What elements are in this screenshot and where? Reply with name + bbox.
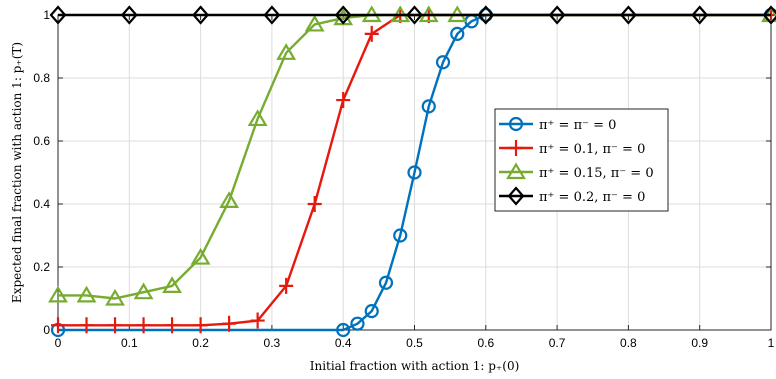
legend-item: π⁺ = 0.15, π⁻ = 0: [499, 162, 654, 181]
x-tick-label: 0.2: [192, 336, 209, 350]
data-point: [193, 317, 208, 334]
y-tick-label: 1: [43, 8, 50, 22]
series-3: [49, 5, 776, 25]
data-point: [691, 5, 709, 25]
data-point: [279, 277, 294, 294]
data-point: [378, 275, 394, 290]
data-point: [619, 5, 637, 25]
x-tick-label: 0.7: [549, 336, 566, 350]
data-point: [136, 317, 151, 334]
data-point: [307, 196, 322, 212]
legend-marker: [506, 162, 526, 180]
y-tick-label: 0.4: [33, 197, 50, 211]
y-tick-label: 0.8: [33, 71, 50, 85]
legend-label: π⁺ = 0.2, π⁻ = 0: [539, 190, 645, 205]
x-tick-label: 0.3: [264, 336, 281, 350]
data-point: [162, 276, 183, 293]
data-point: [336, 92, 351, 109]
x-axis-label: Initial fraction with action 1: p₊(0): [310, 359, 520, 373]
legend-label: π⁺ = π⁻ = 0: [539, 118, 616, 133]
data-point: [165, 317, 180, 334]
data-point: [406, 5, 423, 25]
data-point: [247, 109, 268, 127]
data-point: [334, 5, 352, 25]
data-point: [263, 5, 281, 25]
data-point: [450, 26, 465, 42]
data-point: [79, 317, 94, 334]
legend-item: π⁺ = π⁻ = 0: [499, 116, 616, 133]
data-point: [364, 25, 379, 42]
data-point: [477, 5, 495, 25]
data-point: [435, 55, 451, 70]
data-point: [336, 322, 351, 338]
data-point: [407, 165, 422, 180]
data-point: [304, 14, 325, 32]
x-tick-label: 0.6: [477, 336, 494, 350]
data-point: [222, 315, 237, 332]
data-point: [105, 288, 125, 306]
x-tick-label: 0.9: [691, 336, 708, 350]
data-point: [421, 99, 436, 114]
x-tick-label: 0.1: [121, 336, 138, 350]
axis-ticks: 0 0.1 0.2 0.3 0.4 0.5 0.6 0.7 0.8 0.9 1 0 0.2 0.4 0.6 0…: [33, 8, 774, 350]
x-tick-label: 1: [768, 336, 775, 350]
data-point: [364, 304, 379, 319]
data-point: [133, 282, 154, 300]
legend-label: π⁺ = 0.1, π⁻ = 0: [539, 142, 645, 157]
data-point: [51, 317, 65, 334]
data-point: [250, 312, 265, 329]
data-point: [219, 191, 240, 208]
x-tick-label: 0: [55, 336, 62, 350]
legend: π⁺ = π⁻ = 0 π⁺ = 0.1, π⁻ = 0 π⁺ = 0.15, π⁻…: [494, 108, 669, 212]
data-point: [276, 43, 297, 60]
y-tick-label: 0: [43, 323, 50, 337]
data-point: [120, 5, 138, 25]
y-tick-label: 0.6: [33, 134, 50, 148]
legend-marker: [508, 116, 524, 132]
y-tick-label: 0.2: [33, 260, 50, 274]
data-point: [350, 316, 365, 331]
legend-item: π⁺ = 0.2, π⁻ = 0: [499, 186, 645, 206]
data-point: [393, 228, 408, 243]
legend-marker: [507, 186, 525, 206]
data-point: [76, 285, 97, 303]
x-tick-label: 0.8: [620, 336, 637, 350]
x-tick-label: 0.5: [406, 336, 423, 350]
data-point: [49, 5, 67, 25]
data-point: [190, 247, 211, 265]
data-point: [108, 317, 123, 334]
data-point: [548, 5, 566, 25]
legend-item: π⁺ = 0.1, π⁻ = 0: [499, 140, 645, 157]
legend-marker: [509, 140, 523, 156]
legend-box: [494, 108, 669, 212]
series-line: [58, 13, 771, 332]
y-axis-label: Expected final fraction with action 1: p…: [10, 42, 24, 303]
series-0: [50, 7, 776, 338]
legend-label: π⁺ = 0.15, π⁻ = 0: [539, 166, 654, 181]
data-point: [192, 5, 210, 25]
data-point: [48, 285, 68, 303]
x-tick-label: 0.4: [335, 336, 352, 350]
